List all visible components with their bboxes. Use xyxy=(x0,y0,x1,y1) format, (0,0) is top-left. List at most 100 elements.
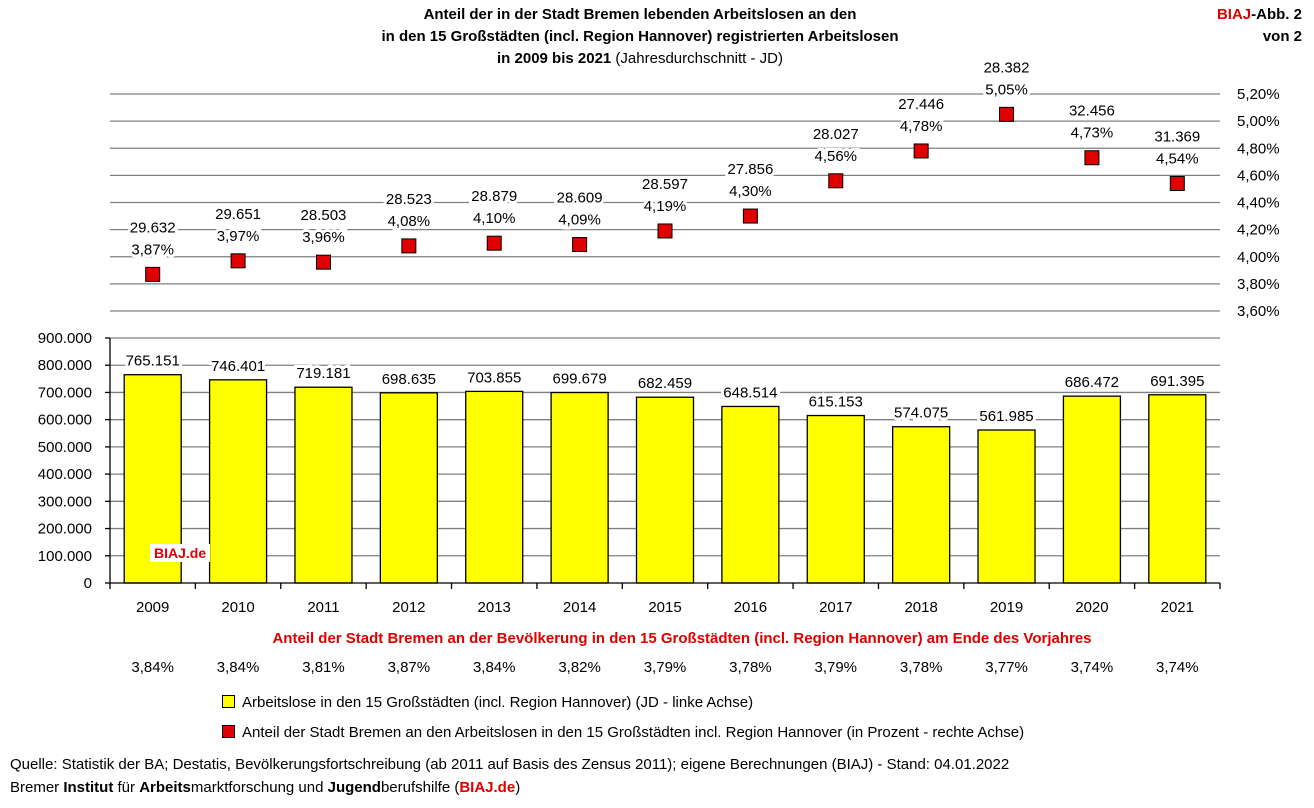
bar xyxy=(379,392,438,584)
right-tick-label: 4,40% xyxy=(1237,195,1280,212)
population-share-value: 3,79% xyxy=(814,659,857,676)
x-tick-label: 2015 xyxy=(648,599,681,616)
population-share-value: 3,87% xyxy=(388,659,431,676)
marker xyxy=(572,237,588,253)
bar-value-label: 648.514 xyxy=(723,384,777,401)
inst-part: für xyxy=(113,779,140,796)
x-tick-label: 2012 xyxy=(392,599,425,616)
marker-count-label: 28.609 xyxy=(557,190,603,207)
inst-part-bold: Arbeits xyxy=(139,779,191,796)
marker-percent-label: 3,96% xyxy=(302,229,345,246)
marker-percent-label: 4,10% xyxy=(473,210,516,227)
right-tick-label: 4,20% xyxy=(1237,222,1280,239)
left-tick-label: 500.000 xyxy=(38,439,92,456)
marker-percent-label: 5,05% xyxy=(985,81,1028,98)
bar-value-label: 691.395 xyxy=(1150,373,1204,390)
population-share-value: 3,79% xyxy=(644,659,687,676)
bar xyxy=(892,426,951,584)
bar xyxy=(806,414,865,584)
marker xyxy=(401,238,417,254)
bar xyxy=(465,390,524,584)
left-tick-label: 100.000 xyxy=(38,548,92,565)
bar-value-label: 686.472 xyxy=(1065,374,1119,391)
left-tick-label: 400.000 xyxy=(38,466,92,483)
bar xyxy=(550,391,609,584)
x-tick-label: 2014 xyxy=(563,599,596,616)
marker xyxy=(230,253,246,269)
right-tick-label: 4,00% xyxy=(1237,249,1280,266)
population-share-value: 3,78% xyxy=(729,659,772,676)
marker-count-label: 31.369 xyxy=(1154,129,1200,146)
x-tick-label: 2009 xyxy=(136,599,169,616)
marker-count-label: 27.856 xyxy=(727,161,773,178)
x-tick-label: 2011 xyxy=(307,599,339,616)
marker-percent-label: 4,54% xyxy=(1156,151,1199,168)
figure-number: BIAJ-Abb. 2 von 2 xyxy=(1217,4,1302,48)
inst-link: BIAJ.de xyxy=(459,779,516,796)
inst-part-bold: Jugend xyxy=(327,779,381,796)
population-share-value: 3,82% xyxy=(558,659,601,676)
brand-label: BIAJ xyxy=(1216,6,1252,23)
source-note: Quelle: Statistik der BA; Destatis, Bevö… xyxy=(10,756,1010,773)
marker xyxy=(145,266,161,282)
population-share-value: 3,84% xyxy=(473,659,516,676)
bar-value-label: 699.679 xyxy=(552,371,606,388)
x-tick-label: 2016 xyxy=(734,599,767,616)
x-tick-label: 2010 xyxy=(221,599,254,616)
marker xyxy=(315,254,331,270)
marker-count-label: 27.446 xyxy=(898,96,944,113)
left-tick-label: 600.000 xyxy=(38,412,92,429)
bar-value-label: 561.985 xyxy=(979,408,1033,425)
inst-part: berufshilfe ( xyxy=(380,779,460,796)
bar-value-label: 719.181 xyxy=(296,365,350,382)
x-tick-label: 2019 xyxy=(990,599,1023,616)
marker-count-label: 29.651 xyxy=(215,206,261,223)
marker-percent-label: 4,56% xyxy=(814,148,857,165)
bar xyxy=(294,386,353,584)
bar-value-label: 682.459 xyxy=(638,375,692,392)
left-tick-label: 0 xyxy=(84,575,92,592)
marker-count-label: 28.879 xyxy=(471,188,517,205)
bar-value-label: 703.855 xyxy=(467,369,521,386)
bar xyxy=(1062,395,1122,584)
right-tick-label: 5,00% xyxy=(1237,113,1280,130)
marker-count-label: 28.597 xyxy=(642,176,688,193)
bar-value-label: 746.401 xyxy=(211,358,265,375)
marker-percent-label: 4,19% xyxy=(644,198,687,215)
x-tick-label: 2021 xyxy=(1161,599,1194,616)
marker-percent-label: 4,09% xyxy=(558,212,601,229)
x-tick-label: 2018 xyxy=(904,599,937,616)
population-share-value: 3,84% xyxy=(217,659,260,676)
marker xyxy=(657,223,673,239)
left-tick-label: 900.000 xyxy=(38,330,92,347)
institute-line: Bremer Institut für Arbeitsmarktforschun… xyxy=(10,778,520,798)
population-share-value: 3,78% xyxy=(900,659,943,676)
marker xyxy=(1169,176,1185,192)
legend-swatch-red xyxy=(222,725,235,738)
bar xyxy=(977,429,1036,584)
right-tick-label: 5,20% xyxy=(1237,86,1280,103)
right-tick-label: 3,60% xyxy=(1237,303,1280,320)
marker-count-label: 28.382 xyxy=(984,59,1030,76)
inst-part-bold: Institut xyxy=(63,779,114,796)
marker-percent-label: 3,97% xyxy=(217,228,260,245)
title-period-note: (Jahresdurchschnitt - JD) xyxy=(611,50,783,67)
bar-value-label: 615.153 xyxy=(809,394,863,411)
marker-count-label: 32.456 xyxy=(1069,103,1115,120)
right-tick-label: 3,80% xyxy=(1237,276,1280,293)
marker xyxy=(828,173,844,189)
watermark-label: BIAJ.de xyxy=(150,544,211,562)
chart-title: Anteil der in der Stadt Bremen lebenden … xyxy=(300,4,980,70)
marker xyxy=(486,235,502,251)
bar xyxy=(1148,394,1207,584)
left-tick-label: 200.000 xyxy=(38,521,92,538)
right-tick-label: 4,80% xyxy=(1237,140,1280,157)
x-tick-label: 2020 xyxy=(1075,599,1108,616)
figure-label: -Abb. 2 xyxy=(1251,6,1302,23)
marker-count-label: 28.503 xyxy=(301,207,347,224)
title-line-2: in den 15 Großstädten (incl. Region Hann… xyxy=(381,28,899,45)
legend-item-bars: Arbeitslose in den 15 Großstädten (incl.… xyxy=(222,694,753,711)
title-line-1: Anteil der in der Stadt Bremen lebenden … xyxy=(423,6,857,23)
legend-swatch-yellow xyxy=(222,695,235,708)
